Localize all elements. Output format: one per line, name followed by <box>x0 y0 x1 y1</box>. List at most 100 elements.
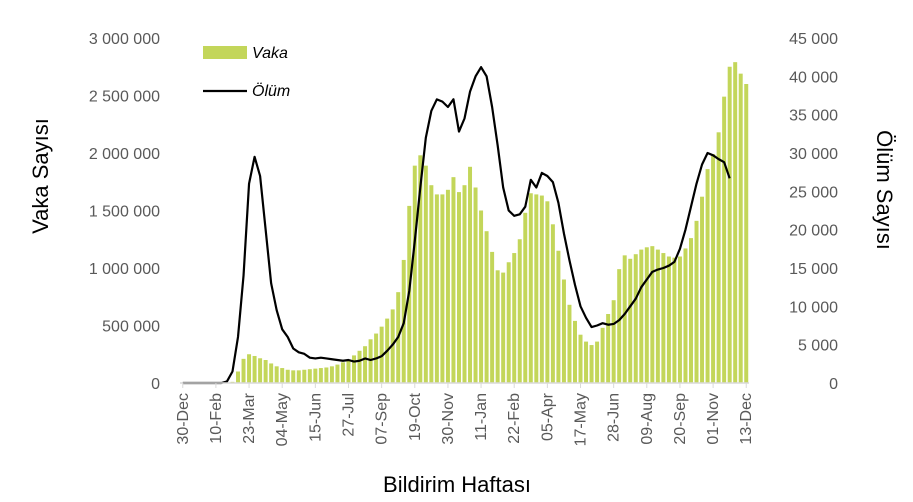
vaka-bar <box>258 358 263 383</box>
vaka-bar <box>705 169 710 383</box>
vaka-bar <box>700 196 705 383</box>
vaka-bar <box>633 254 638 383</box>
y-left-tick-label: 3 000 000 <box>89 31 160 48</box>
olum-line <box>182 66 731 385</box>
vaka-bar <box>318 368 323 383</box>
vaka-bar <box>567 304 572 383</box>
vaka-bar <box>468 166 473 383</box>
vaka-bar <box>335 364 340 383</box>
x-tick-label: 05-Apr <box>539 392 556 441</box>
vaka-bar <box>534 194 539 383</box>
vaka-bar <box>650 246 655 383</box>
x-tick-label: 19-Oct <box>407 392 424 441</box>
vaka-bar <box>556 250 561 383</box>
vaka-bar <box>716 132 721 383</box>
vaka-bar <box>744 84 749 383</box>
y-right-tick-label: 40 000 <box>789 69 838 86</box>
vaka-bar <box>357 350 362 383</box>
vaka-bar <box>639 249 644 383</box>
x-axis-title: Bildirim Haftası <box>383 472 531 497</box>
vaka-bar <box>423 165 428 383</box>
legend-vaka-label: Vaka <box>252 45 288 62</box>
vaka-bar <box>578 334 583 383</box>
vaka-bar <box>617 269 622 383</box>
vaka-bar <box>711 154 716 383</box>
vaka-bar <box>352 355 357 383</box>
y-left-tick-label: 0 <box>151 376 160 393</box>
x-tick-label: 30-Dec <box>175 393 192 445</box>
vaka-bar <box>285 369 290 383</box>
x-tick-marks <box>182 383 747 388</box>
vaka-bar <box>269 363 274 383</box>
x-tick-label: 04-May <box>274 393 291 446</box>
vaka-bar <box>595 341 600 383</box>
legend: Vaka Ölüm <box>203 45 290 100</box>
x-tick-label: 20-Sep <box>672 393 689 445</box>
y-left-tick-label: 1 000 000 <box>89 261 160 278</box>
vaka-bar <box>628 258 633 383</box>
vaka-bar <box>307 369 312 383</box>
vaka-bar <box>313 368 318 384</box>
vaka-bar <box>434 194 439 383</box>
vaka-bar <box>573 320 577 383</box>
vaka-bar <box>252 355 257 383</box>
vaka-bar <box>484 231 489 383</box>
vaka-bar <box>291 370 296 383</box>
vaka-bar <box>550 224 555 383</box>
x-axis-tick-labels: 30-Dec 10-Feb 23-Mar 04-May 15-Jun 27-Jul 07-S… <box>175 392 755 446</box>
bars-group <box>230 62 749 384</box>
y-right-tick-label: 5 000 <box>798 338 838 355</box>
vaka-bar <box>274 366 279 383</box>
y-left-tick-label: 1 500 000 <box>89 204 160 221</box>
vaka-bar <box>727 66 732 383</box>
y-right-tick-label: 30 000 <box>789 146 838 163</box>
vaka-bar <box>340 362 345 383</box>
vaka-bar <box>429 185 434 383</box>
vaka-bar <box>677 256 682 383</box>
vaka-bar <box>606 314 611 383</box>
vaka-bar <box>495 270 500 383</box>
vaka-bar <box>600 327 605 383</box>
vaka-bar <box>694 220 699 383</box>
x-tick-label: 07-Sep <box>374 393 391 445</box>
vaka-bar <box>456 192 461 383</box>
x-tick-label: 01-Nov <box>705 393 722 445</box>
vaka-bar <box>589 345 594 383</box>
y-right-tick-label: 25 000 <box>789 184 838 201</box>
y-right-tick-label: 15 000 <box>789 261 838 278</box>
vaka-bar <box>738 73 743 384</box>
vaka-bar <box>412 165 417 383</box>
y-right-tick-label: 45 000 <box>789 31 838 48</box>
vaka-bar <box>440 194 445 383</box>
x-tick-label: 17-May <box>573 393 590 446</box>
vaka-bar <box>241 358 246 383</box>
vaka-bar <box>512 253 517 383</box>
y-right-tick-label: 10 000 <box>789 299 838 316</box>
vaka-bar <box>263 360 268 383</box>
vaka-bar <box>329 366 334 383</box>
vaka-bar <box>363 346 368 383</box>
vaka-bar <box>672 257 677 383</box>
vaka-bar <box>490 251 495 383</box>
vaka-bar <box>506 262 511 383</box>
vaka-bar <box>479 210 484 383</box>
vaka-bar <box>561 279 566 383</box>
right-axis-ticks: 0 5 000 10 000 15 000 20 000 25 000 30 000 35 0… <box>789 31 838 393</box>
x-tick-label: 22-Feb <box>506 393 523 444</box>
y-left-tick-label: 2 500 000 <box>89 89 160 106</box>
x-tick-label: 30-Nov <box>440 393 457 445</box>
vaka-bar <box>655 249 660 383</box>
vaka-bar <box>296 370 301 383</box>
vaka-bar <box>584 341 589 383</box>
vaka-bar <box>733 62 738 384</box>
vaka-bar <box>622 255 627 383</box>
legend-vaka-swatch <box>203 46 247 59</box>
vaka-bar <box>661 253 666 383</box>
vaka-bar <box>689 238 693 383</box>
vaka-bar <box>611 300 616 383</box>
vaka-bar <box>473 187 478 383</box>
y-right-tick-label: 35 000 <box>789 108 838 125</box>
legend-olum-label: Ölüm <box>252 82 290 100</box>
x-tick-label: 13-Dec <box>738 393 755 445</box>
